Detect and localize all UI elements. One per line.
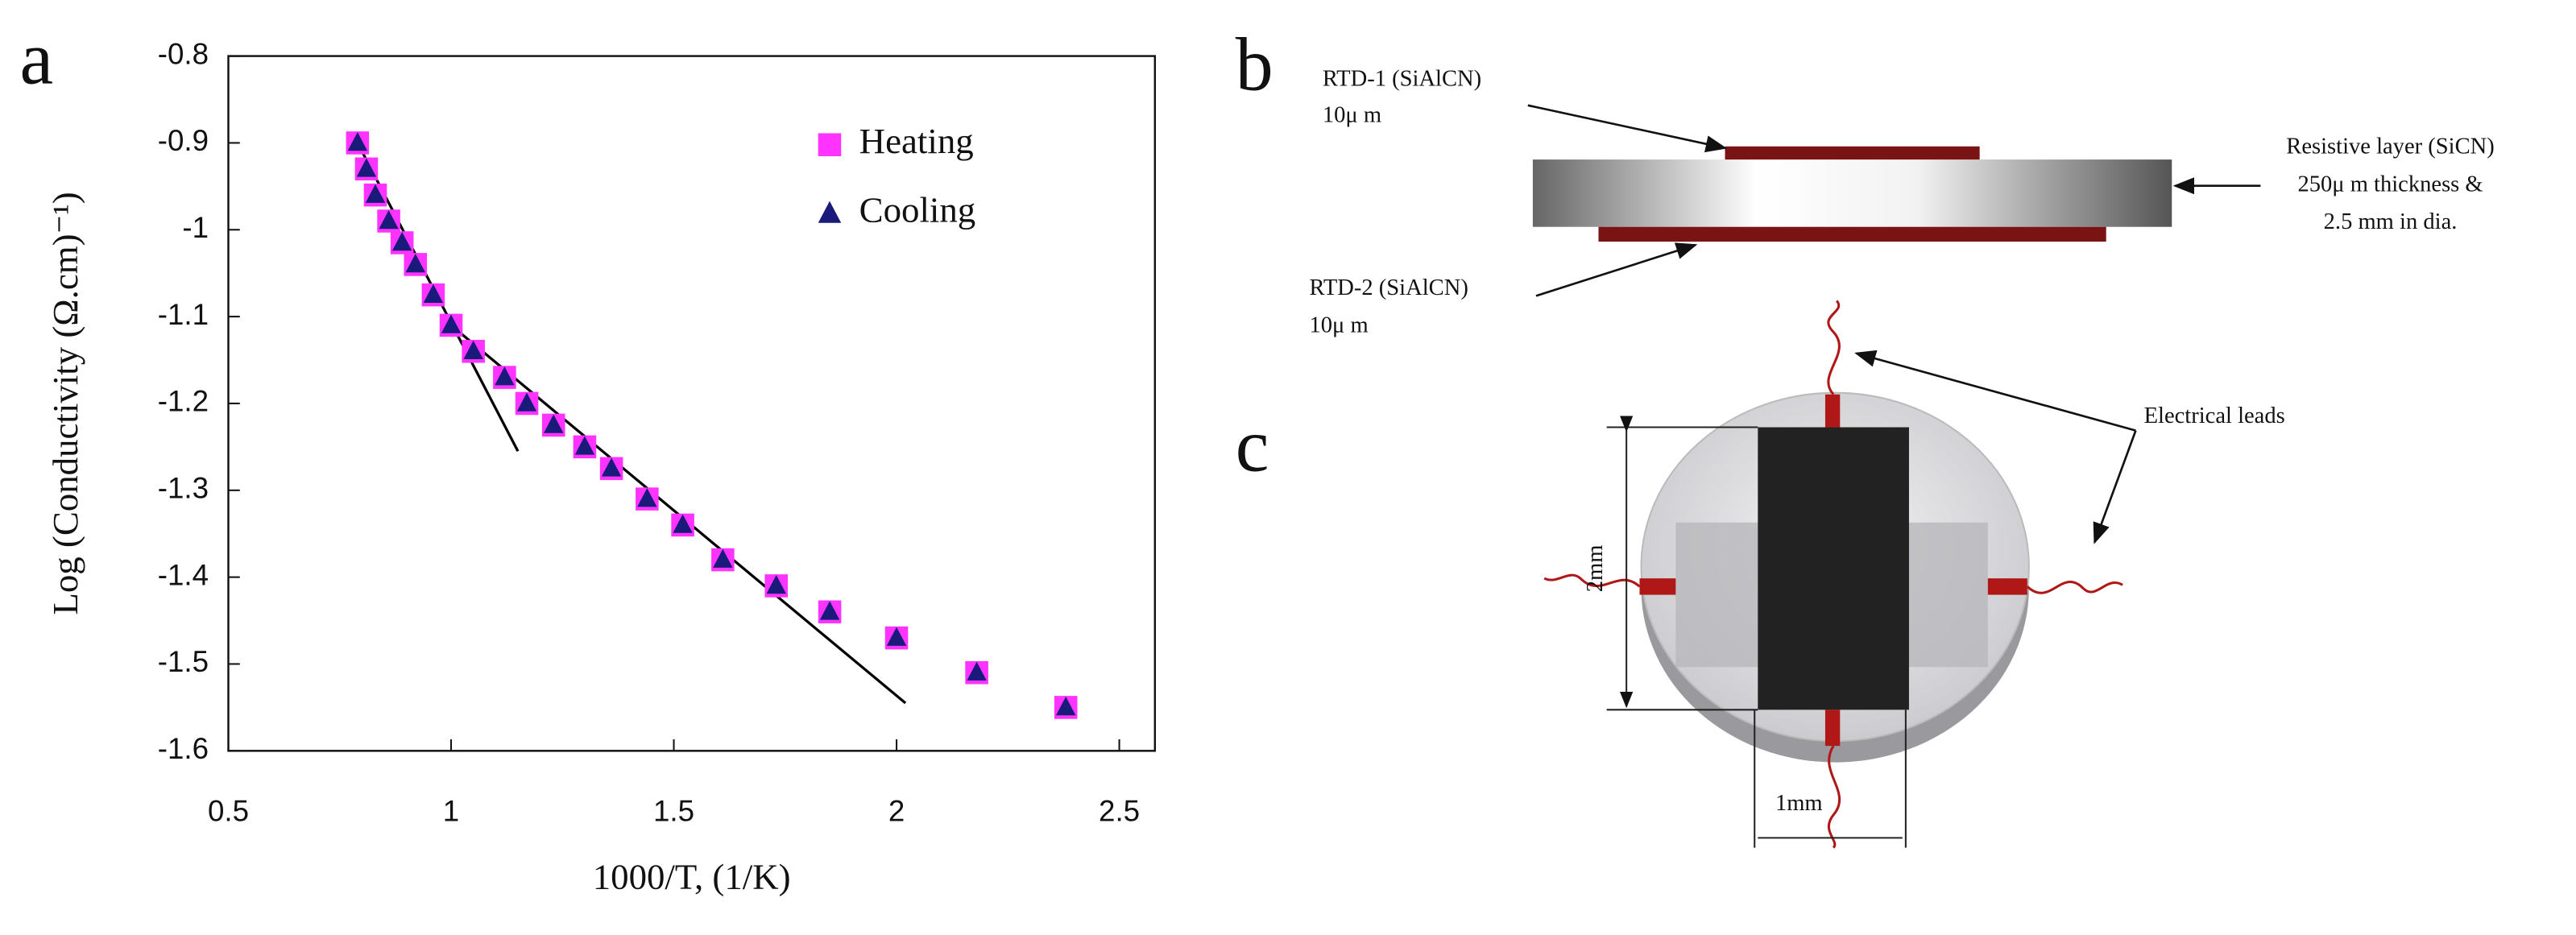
- wire: [2026, 581, 2123, 594]
- marker: [495, 366, 515, 386]
- lead: [1824, 394, 1841, 428]
- x-tick-label: 2: [888, 795, 905, 828]
- marker: [601, 457, 622, 477]
- x-tick-label: 0.5: [208, 795, 249, 828]
- y-tick-label: -1.6: [158, 732, 209, 765]
- rtd-2: [1598, 226, 2106, 242]
- label: 250μ m thickness &: [2297, 172, 2483, 197]
- label: 10μ m: [1310, 313, 1369, 338]
- label: RTD-1 (SiAlCN): [1323, 67, 1481, 92]
- label: 2mm: [1583, 545, 1608, 593]
- marker: [818, 133, 842, 157]
- marker: [819, 601, 840, 620]
- legend-label: Heating: [859, 121, 974, 161]
- arrow: [2093, 430, 2137, 544]
- y-tick-label: -1: [182, 211, 209, 244]
- marker: [766, 574, 786, 594]
- panel-label: c: [1236, 404, 1269, 488]
- marker: [379, 210, 399, 230]
- x-axis-title: 1000/T, (1/K): [593, 857, 791, 897]
- lead: [1824, 710, 1841, 747]
- marker: [463, 340, 483, 360]
- label: Electrical leads: [2144, 403, 2285, 428]
- y-tick-label: -1.5: [158, 645, 209, 678]
- marker: [637, 488, 657, 507]
- marker: [516, 392, 537, 412]
- legend-label: Cooling: [859, 190, 976, 230]
- marker: [347, 131, 368, 151]
- marker: [405, 253, 426, 273]
- marker: [543, 414, 564, 433]
- x-tick-label: 1: [443, 795, 459, 828]
- marker: [574, 436, 595, 455]
- marker: [886, 627, 907, 646]
- resistive-layer: [1532, 159, 2172, 227]
- marker: [365, 184, 386, 203]
- arrow: [1527, 104, 1728, 153]
- y-tick-label: -0.8: [158, 37, 209, 70]
- marker: [356, 158, 377, 177]
- y-tick-label: -1.1: [158, 298, 209, 331]
- label: 2.5 mm in dia.: [2324, 209, 2458, 234]
- x-tick-label: 1.5: [653, 795, 694, 828]
- marker: [1055, 696, 1076, 716]
- y-tick-label: -1.3: [158, 472, 209, 505]
- wire: [1827, 300, 1841, 395]
- wire: [1827, 745, 1841, 849]
- marker: [391, 231, 412, 251]
- label: Resistive layer (SiCN): [2286, 134, 2494, 159]
- rtd: [1758, 427, 1909, 710]
- panel-label: a: [19, 16, 53, 100]
- label: RTD-2 (SiAlCN): [1310, 275, 1468, 300]
- x-tick-label: 2.5: [1099, 795, 1140, 828]
- y-tick-label: -1.2: [158, 385, 209, 418]
- marker: [441, 314, 462, 333]
- lead: [1987, 578, 2027, 595]
- marker: [967, 661, 987, 681]
- chart: -0.8 -0.9 -1 -1.1 -1.2 -1.3 -1.4 -1.5 -1.6 0.5 1 1.…: [45, 37, 1157, 897]
- marker: [673, 514, 693, 533]
- lead: [1639, 578, 1676, 595]
- y-axis-title: Log (Conductivity (Ω.cm)⁻¹): [45, 192, 85, 614]
- rtd-1: [1725, 146, 1980, 160]
- label: 1mm: [1775, 791, 1823, 816]
- marker: [423, 283, 444, 303]
- panel-b: RTD-1 (SiAlCN) 10μ m RTD-2 (SiAlCN) 10μ …: [1310, 67, 2495, 338]
- label: 10μ m: [1323, 103, 1381, 128]
- panel-label: b: [1236, 23, 1274, 107]
- panel-c: Electrical leads 2mm 1mm: [1543, 300, 2285, 849]
- marker: [818, 201, 842, 223]
- marker: [713, 548, 733, 568]
- arrow: [1535, 242, 1698, 297]
- y-tick-label: -0.9: [158, 124, 209, 157]
- y-tick-label: -1.4: [158, 558, 209, 591]
- arrow: [1854, 350, 2136, 432]
